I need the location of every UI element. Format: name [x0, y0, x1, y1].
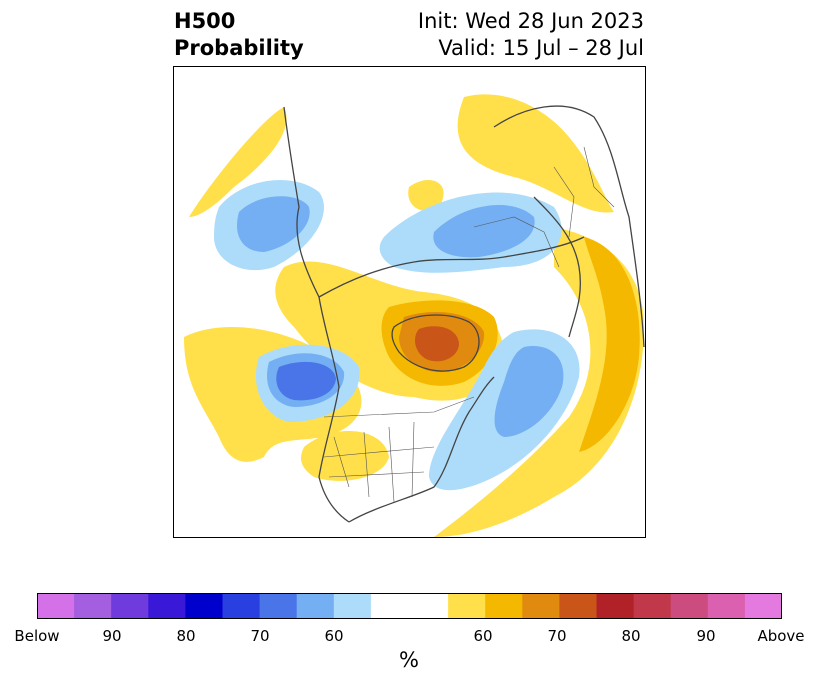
- border-us-canada: [323, 396, 475, 418]
- colorbar-swatch: [296, 593, 335, 619]
- colorbar-swatch: [222, 593, 261, 619]
- coast-eurasia: [493, 105, 645, 348]
- anomaly-darkblue-west: [276, 361, 336, 401]
- probability-map: [173, 66, 646, 538]
- colorbar-swatch: [596, 593, 635, 619]
- anomaly-yellow-north: [408, 179, 444, 211]
- colorbar-swatch: [707, 593, 746, 619]
- colorbar-swatch: [185, 593, 223, 619]
- colorbar-tick-label: 90: [696, 627, 716, 645]
- border-states-2: [323, 446, 435, 478]
- colorbar-tick-label: 70: [547, 627, 567, 645]
- colorbar: [37, 593, 783, 619]
- anomaly-blue-nw: [236, 196, 310, 252]
- title-line-2: Probability: [174, 36, 304, 60]
- coast-greenland: [391, 314, 480, 372]
- colorbar-tick-label: 80: [621, 627, 641, 645]
- coast-north-america-east: [348, 376, 495, 523]
- colorbar-tick-label: Above: [757, 627, 805, 645]
- colorbar-swatch: [559, 593, 597, 619]
- anomaly-rust-greenland: [414, 326, 459, 362]
- colorbar-tick-label: 60: [324, 627, 344, 645]
- anomaly-yellow-east: [434, 227, 644, 537]
- map-title: H500 Probability: [174, 8, 304, 62]
- colorbar-tick-label: 80: [176, 627, 196, 645]
- colorbar-tick-label: 60: [473, 627, 493, 645]
- anomaly-blue-atlantic: [494, 346, 564, 437]
- coastlines: [283, 105, 645, 523]
- border-russia: [473, 216, 560, 268]
- init-date: Init: Wed 28 Jun 2023: [417, 9, 644, 33]
- colorbar-swatch: [522, 593, 560, 619]
- colorbar-swatch: [111, 593, 149, 619]
- colorbar-swatch: [370, 593, 449, 619]
- colorbar-swatch: [670, 593, 709, 619]
- coast-north-america-west: [283, 106, 350, 523]
- border-europe: [553, 146, 615, 238]
- anomaly-yellow-nw: [189, 107, 287, 217]
- anomaly-gold-east: [579, 237, 640, 452]
- colorbar-tick-label: 70: [250, 627, 270, 645]
- map-svg: [174, 94, 645, 537]
- colorbar-swatch: [74, 593, 112, 619]
- anomaly-yellow-ne: [457, 94, 614, 213]
- colorbar-svg: [37, 593, 783, 619]
- forecast-dates: Init: Wed 28 Jun 2023 Valid: 15 Jul – 28…: [418, 8, 644, 62]
- colorbar-swatch: [448, 593, 486, 619]
- colorbar-unit: %: [399, 648, 419, 672]
- colorbar-swatch: [37, 593, 75, 619]
- colorbar-swatch: [333, 593, 372, 619]
- colorbar-swatch: [259, 593, 298, 619]
- colorbar-swatch: [148, 593, 186, 619]
- border-states-1: [333, 421, 415, 503]
- colorbar-tick-label: 90: [102, 627, 122, 645]
- colorbar-swatch: [633, 593, 672, 619]
- title-line-1: H500: [174, 9, 236, 33]
- coast-europe: [533, 196, 581, 338]
- valid-range: Valid: 15 Jul – 28 Jul: [438, 36, 644, 60]
- colorbar-swatch: [485, 593, 523, 619]
- map-edge-blank: [174, 283, 178, 317]
- borders: [323, 146, 615, 503]
- colorbar-swatch: [744, 593, 783, 619]
- colorbar-tick-label: Below: [14, 627, 60, 645]
- coast-arctic: [318, 236, 585, 298]
- colorbar-frame: [37, 593, 782, 619]
